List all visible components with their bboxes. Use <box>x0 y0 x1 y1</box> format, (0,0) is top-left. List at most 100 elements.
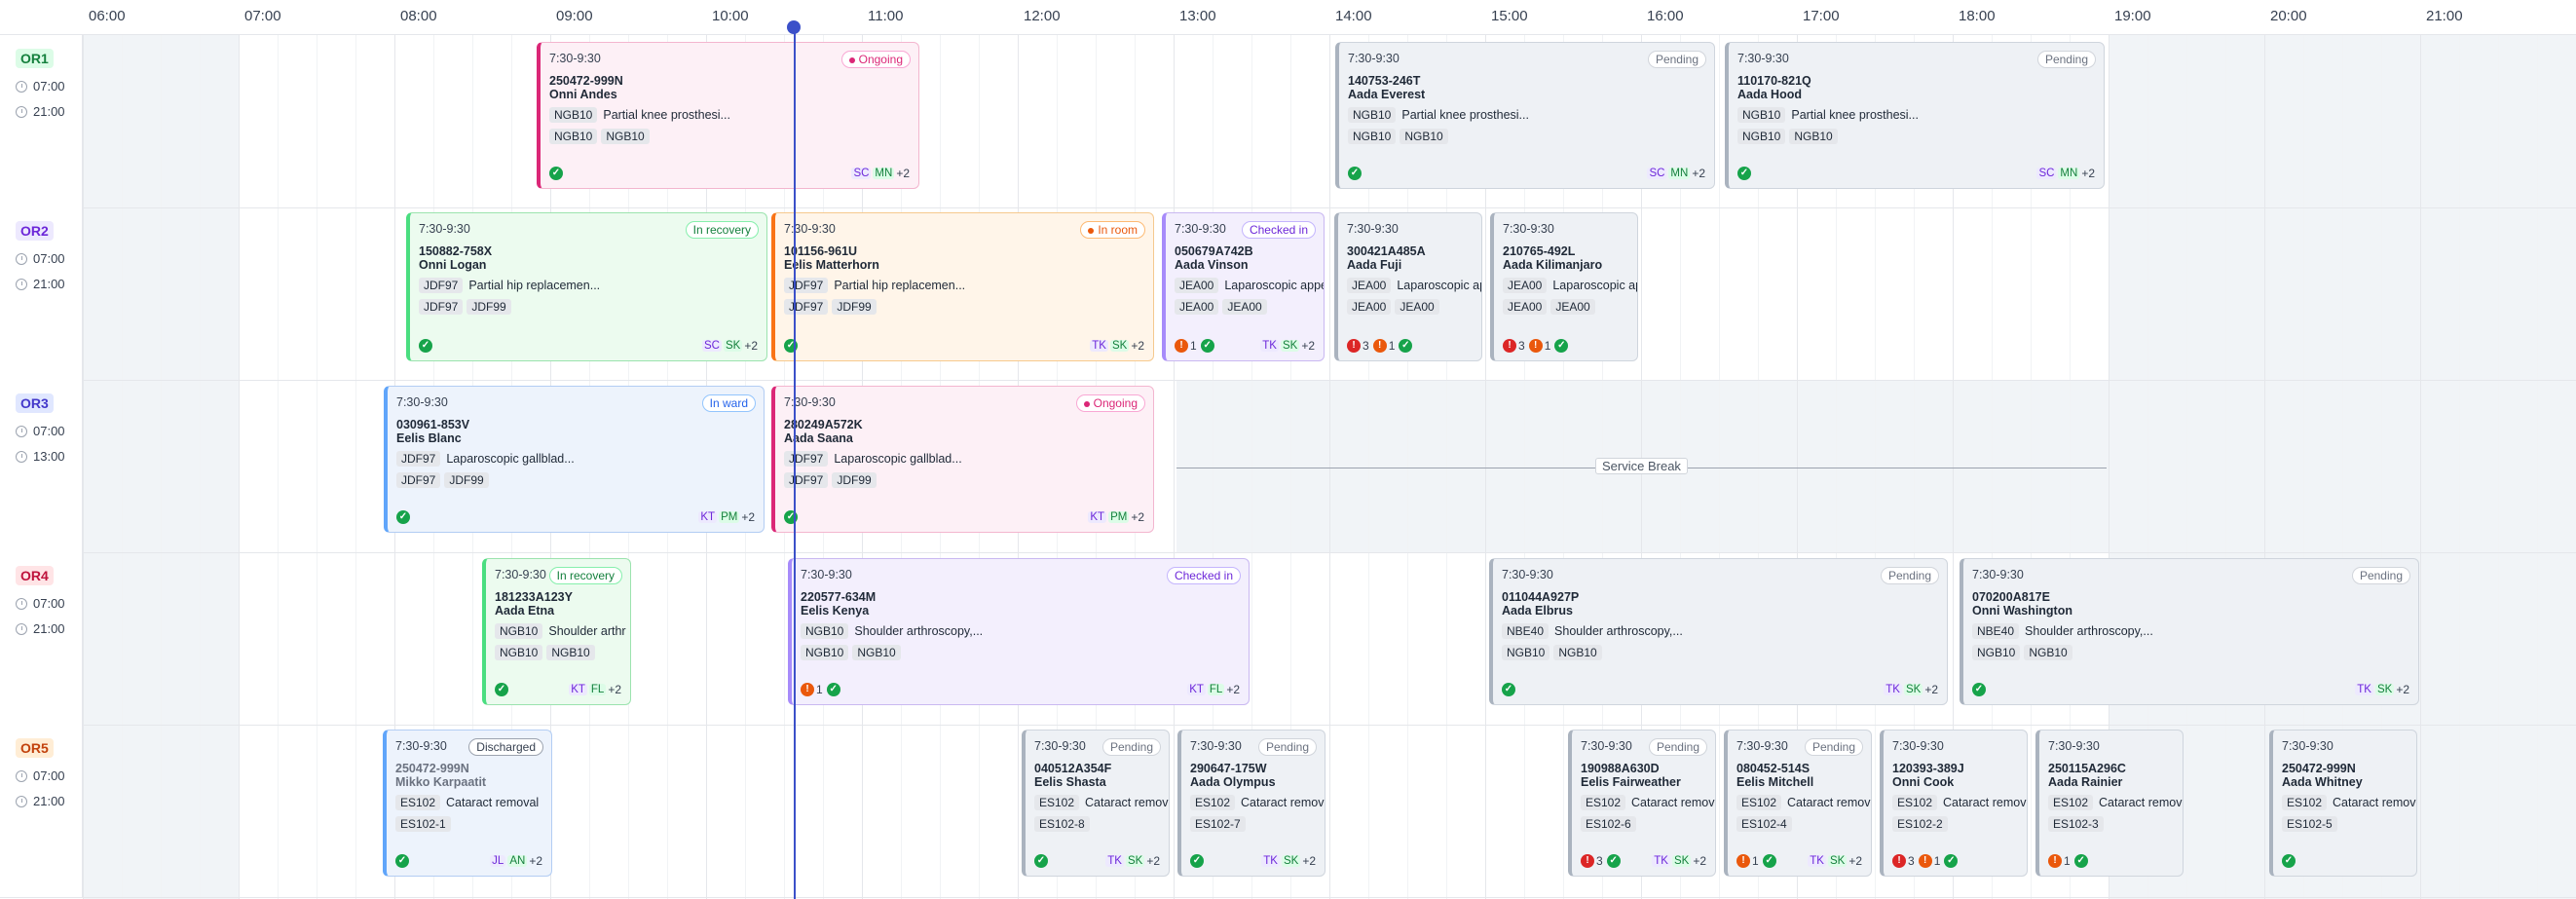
status-badge: Pending <box>1648 738 1707 756</box>
quarter-gridline <box>1992 35 1993 899</box>
surgery-card[interactable]: 7:30-9:30 300421A485A Aada Fuji JEA00 Laparo… <box>1334 212 1482 361</box>
row-divider <box>0 380 2576 381</box>
room-start: 07:00 <box>33 79 65 94</box>
room-label[interactable]: OR4 <box>16 566 54 585</box>
room-start: 07:00 <box>33 251 65 266</box>
surgery-card[interactable]: 7:30-9:30 250472-999N Aada Whitney ES102 Cat… <box>2269 730 2417 877</box>
staff-avatars[interactable]: TK SK +2 <box>1261 854 1316 868</box>
staff-avatars[interactable]: TK SK +2 <box>1260 339 1315 353</box>
staff-avatars[interactable]: TK SK +2 <box>1884 683 1938 696</box>
surgery-card[interactable]: 7:30-9:30 In recovery 181233A123Y Aada Etna… <box>482 558 631 705</box>
staff-avatars[interactable]: TK SK +2 <box>1652 854 1706 868</box>
surgery-card[interactable]: 7:30-9:30 210765-492L Aada Kilimanjaro JEA0… <box>1490 212 1638 361</box>
quarter-gridline <box>2070 35 2071 899</box>
room-label[interactable]: OR3 <box>16 393 54 413</box>
procedure-code: ES102 <box>395 795 441 810</box>
card-time: 7:30-9:30 <box>1737 52 1789 65</box>
warning-alert[interactable]: ! 1 <box>1528 339 1550 353</box>
staff-avatars[interactable]: JL AN +2 <box>490 854 542 868</box>
staff-avatars[interactable]: TK SK +2 <box>1090 339 1144 353</box>
surgery-card[interactable]: 7:30-9:30 Ongoing 280249A572K Aada Saana JDF… <box>771 386 1154 533</box>
critical-alert[interactable]: ! 3 <box>1892 854 1915 868</box>
procedure-name: Laparoscopic gallblad... <box>834 452 962 466</box>
staff-avatars[interactable]: TK SK +2 <box>2355 683 2409 696</box>
critical-alert[interactable]: ! 3 <box>1581 854 1603 868</box>
warning-alert[interactable]: ! 1 <box>1736 854 1759 868</box>
staff-avatars[interactable]: TK SK +2 <box>1105 854 1160 868</box>
card-time: 7:30-9:30 <box>549 52 601 65</box>
room-close-time: 21:00 <box>16 277 65 291</box>
hour-label: 17:00 <box>1803 8 1840 24</box>
warning-alert[interactable]: ! 1 <box>801 683 823 696</box>
card-time: 7:30-9:30 <box>2048 739 2100 753</box>
patient-name: Mikko Karpaatit <box>395 775 487 789</box>
staff-avatars[interactable]: SC MN +2 <box>1647 167 1705 180</box>
room-or5: OR5 07:00 21:00 <box>0 725 83 897</box>
surgery-card[interactable]: 7:30-9:30 In ward 030961-853V Eelis Blanc JD… <box>384 386 765 533</box>
procedure-name: Laparoscopic ap <box>1552 279 1638 292</box>
surgery-card[interactable]: 7:30-9:30 Pending 080452-514S Eelis Mitchel… <box>1724 730 1872 877</box>
staff-avatars[interactable]: SC MN +2 <box>2036 167 2095 180</box>
check-icon: ✓ <box>549 167 563 180</box>
timeline-header: 06:00 07:00 08:00 09:00 10:00 11:00 12:00 13:00… <box>0 0 2576 35</box>
room-label[interactable]: OR5 <box>16 738 54 758</box>
surgery-card[interactable]: 7:30-9:30 Pending 140753-246T Aada Everest N… <box>1335 42 1715 189</box>
surgery-card[interactable]: 7:30-9:30 In room 101156-961U Eelis Matterh… <box>771 212 1154 361</box>
alert-icon: ! <box>1347 339 1361 353</box>
warning-alert[interactable]: ! 1 <box>2048 854 2071 868</box>
procedure-tags: JEA00 JEA00 <box>1347 299 1439 315</box>
staff-initials: SK <box>1671 855 1692 867</box>
staff-avatars[interactable]: KT FL +2 <box>569 683 621 696</box>
surgery-card[interactable]: 7:30-9:30 Discharged 250472-999N Mikko Karp… <box>383 730 552 877</box>
surgery-card[interactable]: 7:30-9:30 Pending 110170-821Q Aada Hood NGB1… <box>1725 42 2105 189</box>
critical-alert[interactable]: ! 3 <box>1503 339 1525 353</box>
surgery-card[interactable]: 7:30-9:30 250115A296C Aada Rainier ES102 Cat… <box>2035 730 2184 877</box>
warning-alert[interactable]: ! 1 <box>1372 339 1395 353</box>
alert-count: 1 <box>2064 854 2071 868</box>
hour-label: 21:00 <box>2426 8 2463 24</box>
room-close-time: 13:00 <box>16 449 65 464</box>
procedure-name: Cataract remova <box>2099 796 2184 809</box>
room-label[interactable]: OR1 <box>16 49 54 68</box>
staff-avatars[interactable]: SC MN +2 <box>851 167 910 180</box>
status-badge: Pending <box>1257 738 1317 756</box>
room-start: 07:00 <box>33 768 65 783</box>
surgery-card[interactable]: 7:30-9:30 Pending 040512A354F Eelis Shasta E… <box>1022 730 1170 877</box>
service-break-label: Service Break <box>1595 458 1688 474</box>
staff-avatars[interactable]: KT PM +2 <box>1088 510 1144 524</box>
surgery-card[interactable]: 7:30-9:30 Pending 011044A927P Aada Elbrus NB… <box>1489 558 1948 705</box>
staff-avatars[interactable]: KT PM +2 <box>698 510 755 524</box>
surgery-card[interactable]: 7:30-9:30 Ongoing 250472-999N Onni Andes NGB… <box>537 42 919 189</box>
warning-alert[interactable]: ! 1 <box>1918 854 1940 868</box>
staff-avatars[interactable]: SC SK +2 <box>701 339 758 353</box>
critical-alert[interactable]: ! 3 <box>1347 339 1369 353</box>
staff-initials: JL <box>490 855 506 867</box>
more-staff: +2 <box>1226 683 1240 696</box>
procedure: ES102 Cataract remova <box>1892 795 2027 810</box>
procedure-name: Laparoscopic ap <box>1397 279 1482 292</box>
current-time-marker[interactable] <box>787 20 801 34</box>
status-badge: In recovery <box>685 221 759 239</box>
procedure: NGB10 Shoulder arthroscopy,... <box>801 623 983 639</box>
room-label[interactable]: OR2 <box>16 221 54 241</box>
surgery-card[interactable]: 7:30-9:30 Pending 070200A817E Onni Washingt… <box>1960 558 2419 705</box>
staff-initials: PM <box>719 511 740 523</box>
procedure-tag: JDF97 <box>396 472 441 488</box>
staff-avatars[interactable]: TK SK +2 <box>1808 854 1862 868</box>
hour-label: 07:00 <box>244 8 281 24</box>
surgery-card[interactable]: 7:30-9:30 Pending 290647-175W Aada Olympus E… <box>1177 730 1325 877</box>
check-icon: ✓ <box>1972 683 1986 696</box>
surgery-card[interactable]: 7:30-9:30 Pending 190988A630D Eelis Fairwea… <box>1568 730 1716 877</box>
hour-label: 13:00 <box>1179 8 1216 24</box>
status-text: In recovery <box>692 223 751 237</box>
status-text: Ongoing <box>1093 396 1138 410</box>
procedure: ES102 Cataract remova <box>1736 795 1871 810</box>
surgery-card[interactable]: 7:30-9:30 Checked in 050679A742B Aada Vinso… <box>1162 212 1325 361</box>
status-dot-icon <box>1083 400 1090 407</box>
surgery-card[interactable]: 7:30-9:30 In recovery 150882-758X Onni Loga… <box>406 212 767 361</box>
warning-alert[interactable]: ! 1 <box>1175 339 1197 353</box>
surgery-card[interactable]: 7:30-9:30 120393-389J Onni Cook ES102 Catara… <box>1880 730 2028 877</box>
quarter-gridline <box>161 35 162 899</box>
surgery-card[interactable]: 7:30-9:30 Checked in 220577-634M Eelis Keny… <box>788 558 1250 705</box>
staff-avatars[interactable]: KT FL +2 <box>1187 683 1240 696</box>
